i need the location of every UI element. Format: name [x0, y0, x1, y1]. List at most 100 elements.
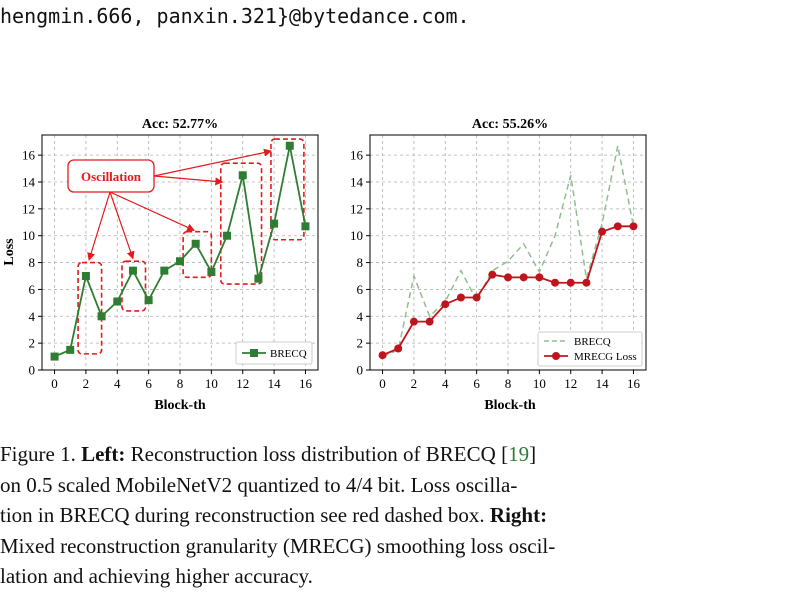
caption-right-label: Right: — [489, 503, 548, 527]
right-x-tick-label: 10 — [533, 376, 546, 391]
right-x-axis-label: Block-th — [484, 398, 536, 413]
mrecg-point — [613, 222, 622, 231]
right-y-tick-label: 10 — [350, 228, 363, 243]
left-legend-marker — [250, 349, 258, 357]
right-x-tick-label: 14 — [596, 376, 610, 391]
caption-figure-label: Figure 1. — [0, 442, 76, 466]
mrecg-point — [409, 317, 418, 326]
brecq-point — [301, 222, 310, 231]
right-y-ticks: 0 2 4 6 8 10 12 14 16 — [350, 148, 370, 378]
brecq-point — [50, 352, 59, 361]
mrecg-point — [535, 273, 544, 282]
right-y-tick-label: 16 — [350, 148, 364, 163]
oscillation-box — [121, 260, 147, 312]
right-x-ticks: 0 2 4 6 8 10 12 14 16 — [379, 370, 640, 391]
left-x-tick-label: 12 — [236, 376, 249, 391]
oscillation-arrow — [109, 191, 196, 232]
right-x-tick-label: 12 — [564, 376, 577, 391]
caption-left-label: Left: — [81, 442, 126, 466]
left-y-tick-label: 8 — [29, 255, 36, 270]
right-legend: BRECQ MRECG Loss — [537, 331, 643, 367]
right-series — [378, 145, 638, 360]
right-legend-marker-mrecg — [552, 352, 560, 360]
left-y-tick-label: 6 — [29, 282, 36, 297]
left-x-tick-label: 10 — [205, 376, 218, 391]
oscillation-box — [182, 230, 213, 279]
left-y-tick-label: 12 — [22, 201, 35, 216]
left-legend-box — [235, 341, 313, 365]
left-x-tick-label: 2 — [83, 376, 90, 391]
caption-line-3-text: tion in BRECQ during reconstruction see … — [0, 503, 490, 527]
citation-link[interactable]: 19 — [508, 442, 530, 466]
caption-ref-close: ] — [529, 442, 537, 466]
brecq-point — [128, 266, 137, 275]
left-legend-label: BRECQ — [270, 348, 307, 360]
mrecg-point — [551, 278, 560, 287]
caption-line-1-text: Reconstruction loss distribution of BREC… — [125, 442, 502, 466]
right-x-tick-label: 0 — [379, 376, 386, 391]
author-email: hengmin.666, panxin.321}@bytedance.com. — [0, 4, 470, 28]
oscillation-box — [219, 162, 263, 285]
figure-caption: Figure 1. Left: Reconstruction loss dist… — [0, 439, 796, 592]
right-x-tick-label: 8 — [505, 376, 512, 391]
mrecg-point — [519, 273, 528, 282]
brecq-point — [113, 297, 122, 306]
oscillation-box — [270, 138, 305, 241]
right-y-tick-label: 0 — [357, 363, 364, 378]
left-y-tick-label: 14 — [22, 175, 36, 190]
mrecg-point — [394, 344, 403, 353]
oscillation-arrow — [153, 175, 224, 186]
left-y-tick-label: 0 — [29, 363, 36, 378]
right-y-tick-label: 8 — [357, 255, 364, 270]
mrecg-point — [598, 227, 607, 236]
brecq-point — [160, 266, 169, 275]
oscillation-annotation: Oscillation — [67, 148, 272, 261]
left-y-ticks: 0 2 4 6 8 10 12 14 16 — [22, 148, 42, 378]
left-legend: BRECQ — [235, 341, 313, 365]
left-y-tick-label: 4 — [29, 309, 36, 324]
brecq-point — [66, 345, 75, 354]
left-y-tick-label: 10 — [22, 228, 35, 243]
left-x-tick-label: 14 — [268, 376, 282, 391]
right-y-tick-label: 6 — [357, 282, 364, 297]
mrecg-point — [378, 351, 387, 360]
mrecg-point — [566, 278, 575, 287]
left-x-tick-label: 16 — [299, 376, 313, 391]
caption-line-3: tion in BRECQ during reconstruction see … — [0, 500, 796, 531]
right-chart-title: Acc: 55.26% — [472, 117, 548, 132]
mrecg-point — [425, 317, 434, 326]
caption-ref-open: [ — [501, 442, 509, 466]
caption-line-5: lation and achieving higher accuracy. — [0, 564, 313, 588]
brecq-point — [81, 272, 90, 280]
mrecg-point — [456, 293, 465, 302]
oscillation-label: Oscillation — [81, 169, 142, 184]
right-legend-label-mrecg: MRECG Loss — [574, 351, 637, 363]
right-x-tick-label: 4 — [442, 376, 449, 391]
caption-line-2: on 0.5 scaled MobileNetV2 quantized to 4… — [0, 472, 518, 497]
caption-line-4: Mixed reconstruction granularity (MRECG)… — [0, 533, 556, 558]
left-x-tick-label: 6 — [145, 376, 152, 391]
right-y-tick-label: 14 — [350, 175, 364, 190]
left-oscillation-boxes — [77, 138, 305, 355]
left-y-tick-label: 2 — [29, 336, 36, 351]
mrecg-point — [504, 273, 512, 282]
right-x-tick-label: 16 — [627, 376, 641, 391]
oscillation-arrow — [153, 148, 272, 177]
brecq-point — [176, 257, 184, 266]
left-x-ticks: 0 2 4 6 8 10 12 14 16 — [51, 370, 312, 391]
right-x-tick-label: 2 — [411, 376, 418, 391]
oscillation-arrow — [109, 191, 135, 260]
left-y-axis-label: Loss — [2, 238, 17, 266]
caption-line-1: Figure 1. Left: Reconstruction loss dist… — [0, 439, 796, 470]
brecq-point — [223, 231, 232, 240]
right-legend-label-brecq: BRECQ — [574, 336, 611, 348]
left-x-tick-label: 4 — [114, 376, 121, 391]
left-chart-title: Acc: 52.77% — [142, 117, 218, 132]
brecq-point — [254, 274, 263, 283]
oscillation-arrows — [87, 148, 272, 261]
right-x-tick-label: 6 — [473, 376, 480, 391]
brecq-point — [97, 312, 106, 321]
mrecg-point — [629, 222, 638, 231]
brecq-point — [191, 239, 200, 248]
